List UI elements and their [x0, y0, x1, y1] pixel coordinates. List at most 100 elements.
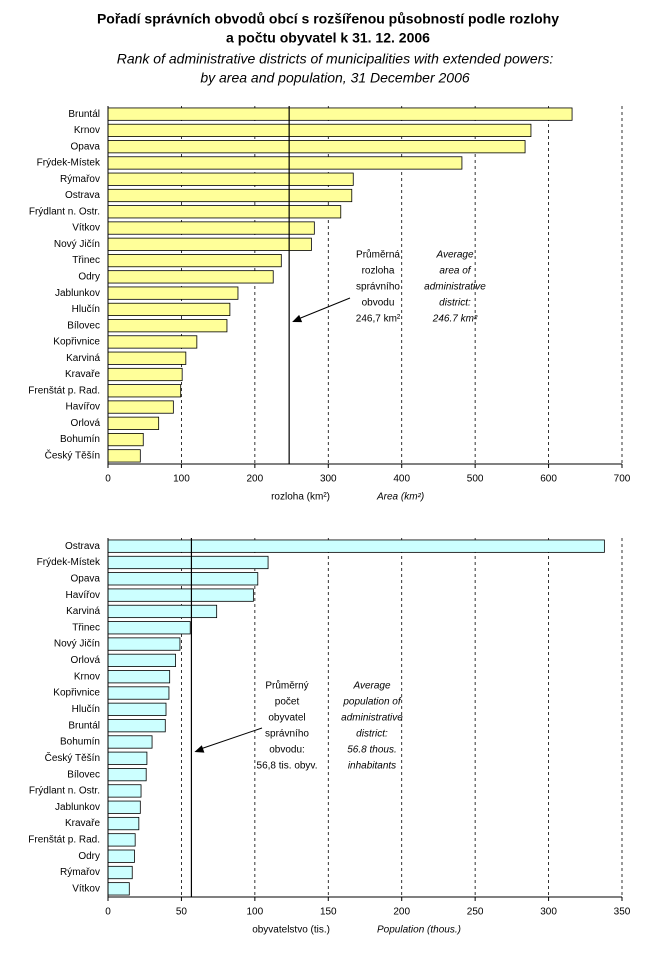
- x-tick-label: 600: [540, 474, 557, 485]
- x-tick-label: 200: [247, 474, 264, 485]
- annotation: area of: [439, 266, 471, 277]
- annotation: Průměrný: [265, 680, 308, 692]
- x-tick-label: 200: [393, 907, 410, 918]
- annotation: obvodu:: [269, 745, 305, 756]
- category-label: Frýdek-Místek: [37, 158, 101, 169]
- bar: [107, 237, 312, 251]
- bar: [107, 621, 191, 635]
- category-label: Kravaře: [65, 369, 100, 380]
- annotation: rozloha: [362, 266, 395, 277]
- x-tick-label: 0: [105, 907, 111, 918]
- bar: [107, 107, 573, 121]
- annotation: district:: [439, 298, 471, 309]
- bar: [107, 604, 218, 619]
- title-cs: Pořadí správních obvodů obcí s rozšířeno…: [97, 11, 559, 27]
- category-label: Jablunkov: [55, 288, 100, 299]
- category-label: Vítkov: [72, 223, 100, 234]
- bar: [107, 816, 140, 831]
- title-en: by area and population, 31 December 2006: [200, 70, 470, 86]
- x-axis-label: Area (km²): [376, 492, 424, 503]
- annotation: správního: [356, 282, 400, 293]
- category-label: Kravaře: [65, 818, 100, 829]
- annotation: 56.8 thous.: [347, 745, 396, 756]
- category-label: Odry: [78, 272, 100, 283]
- category-label: Orlová: [71, 655, 101, 666]
- category-label: Bílovec: [67, 769, 100, 780]
- annotation: 246.7 km²: [432, 314, 478, 325]
- category-label: Frýdlant n. Ostr.: [29, 786, 100, 797]
- bar: [107, 254, 282, 268]
- x-tick-label: 150: [320, 907, 337, 918]
- annotation: Average: [352, 681, 391, 692]
- bar: [107, 735, 153, 749]
- arrow: [297, 297, 351, 320]
- category-label: Třinec: [72, 255, 100, 266]
- bar: [107, 433, 144, 447]
- arrow-head: [194, 745, 205, 753]
- category-label: Rýmařov: [60, 867, 100, 878]
- category-label: Orlová: [71, 418, 101, 429]
- x-tick-label: 700: [614, 474, 631, 485]
- category-label: Kopřivnice: [53, 337, 100, 348]
- annotation: inhabitants: [348, 761, 396, 772]
- category-label: Opava: [71, 573, 101, 584]
- x-tick-label: 100: [173, 474, 190, 485]
- category-label: Opava: [71, 141, 101, 152]
- bar: [107, 302, 231, 316]
- annotation: obyvatel: [268, 713, 305, 724]
- category-label: Rýmařov: [60, 174, 100, 185]
- title-en: Rank of administrative districts of muni…: [117, 51, 554, 67]
- bar: [107, 637, 181, 651]
- bar: [107, 416, 160, 430]
- category-label: Hlučín: [72, 704, 100, 715]
- category-label: Frenštát p. Rad.: [28, 835, 100, 846]
- annotation: 56,8 tis. obyv.: [257, 761, 318, 772]
- x-axis-label: obyvatelstvo (tis.): [252, 925, 330, 936]
- bar: [107, 188, 353, 203]
- category-label: Krnov: [74, 671, 100, 682]
- category-label: Bohumín: [60, 737, 100, 748]
- bar: [107, 351, 187, 365]
- category-label: Třinec: [72, 622, 100, 633]
- bar: [107, 319, 228, 333]
- arrow-head: [292, 314, 303, 323]
- bar: [107, 140, 526, 154]
- annotation: Average: [435, 250, 474, 261]
- bar: [107, 205, 342, 219]
- annotation: počet: [275, 697, 300, 708]
- category-label: Český Těšín: [45, 751, 100, 764]
- bar: [107, 384, 182, 398]
- category-label: Karviná: [66, 353, 100, 364]
- x-tick-label: 300: [540, 907, 557, 918]
- category-label: Vítkov: [72, 883, 100, 894]
- bar: [107, 865, 133, 880]
- category-label: Frýdek-Místek: [37, 557, 101, 568]
- category-label: Bruntál: [68, 720, 100, 731]
- category-label: Frenštát p. Rad.: [28, 385, 100, 396]
- x-axis-label: Population (thous.): [377, 925, 461, 936]
- category-label: Ostrava: [65, 190, 100, 201]
- category-label: Nový Jičín: [54, 639, 100, 650]
- category-label: Frýdlant n. Ostr.: [29, 206, 100, 217]
- annotation: district:: [356, 729, 388, 740]
- category-label: Bílovec: [67, 320, 100, 331]
- category-label: Krnov: [74, 125, 100, 136]
- x-tick-label: 100: [247, 907, 264, 918]
- bar: [107, 768, 147, 782]
- x-tick-label: 50: [176, 907, 188, 918]
- x-tick-label: 250: [467, 907, 484, 918]
- category-label: Bohumín: [60, 434, 100, 445]
- category-label: Ostrava: [65, 541, 100, 552]
- bar: [107, 653, 176, 667]
- bar: [107, 367, 183, 382]
- bar: [107, 221, 315, 235]
- annotation: 246,7 km²: [356, 314, 401, 325]
- category-label: Karviná: [66, 606, 100, 617]
- annotation: správního: [265, 729, 309, 740]
- bar: [107, 572, 259, 586]
- category-label: Odry: [78, 851, 100, 862]
- arrow: [200, 727, 263, 750]
- x-tick-label: 350: [614, 907, 631, 918]
- bar: [107, 751, 148, 765]
